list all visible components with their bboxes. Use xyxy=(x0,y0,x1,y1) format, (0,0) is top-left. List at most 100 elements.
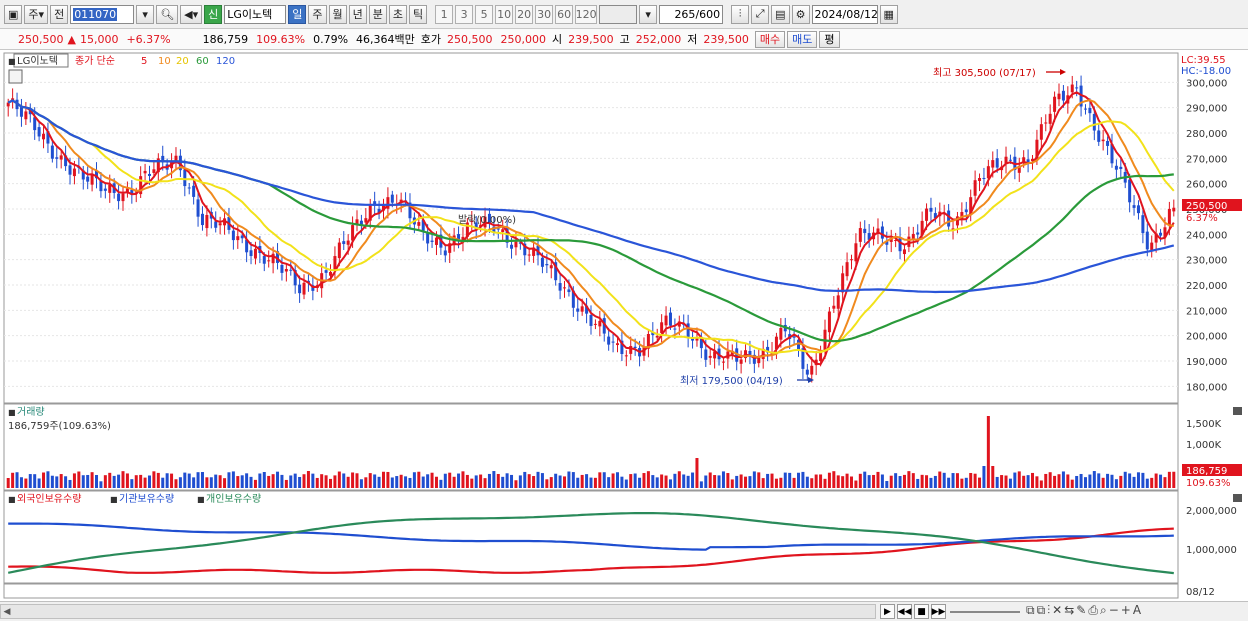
zoom-out-icon[interactable]: − xyxy=(1108,603,1119,617)
tab-monthly[interactable]: 월 xyxy=(328,4,347,24)
rewind-icon[interactable]: ◀◀ xyxy=(897,604,912,619)
volume-bar xyxy=(205,477,209,488)
count-field[interactable]: 265/600 xyxy=(659,4,724,24)
interval-30[interactable]: 30 xyxy=(535,4,554,24)
period-select[interactable]: 주 ▾ xyxy=(24,4,49,24)
interval-3[interactable]: 3 xyxy=(455,4,474,24)
save-icon[interactable]: ▤ xyxy=(771,4,790,24)
calendar-icon[interactable]: ▦ xyxy=(879,4,898,24)
candle-body xyxy=(629,346,633,354)
code-dropdown-icon[interactable]: ▾ xyxy=(136,4,155,24)
volume-bar xyxy=(64,476,68,488)
candle-body xyxy=(611,341,615,343)
volume-bar xyxy=(99,481,103,488)
volume-bar xyxy=(112,475,116,488)
interval-120[interactable]: 120 xyxy=(575,4,598,24)
candle-body xyxy=(103,188,107,191)
gear-icon[interactable]: ⚙ xyxy=(791,4,810,24)
volume-bar xyxy=(593,477,597,488)
scroll-left-icon[interactable]: ◀ xyxy=(3,606,11,617)
interval-10[interactable]: 10 xyxy=(495,4,514,24)
chart-canvas[interactable]: 300,000290,000280,000270,000260,000250,0… xyxy=(0,51,1248,601)
candle-body xyxy=(214,221,218,228)
volume-bar xyxy=(1044,473,1048,488)
volume-bar xyxy=(836,475,840,488)
tab-tick[interactable]: 틱 xyxy=(409,4,428,24)
candle-body xyxy=(368,204,372,221)
volume-bar xyxy=(938,471,942,488)
stock-code-input[interactable]: 011070 xyxy=(70,4,135,24)
volume-bar xyxy=(1092,471,1096,488)
interval-5[interactable]: 5 xyxy=(475,4,494,24)
volume-bar xyxy=(311,473,315,488)
volume-bar xyxy=(355,473,359,488)
zoom-slider[interactable] xyxy=(950,611,1020,613)
tab-yearly[interactable]: 년 xyxy=(348,4,367,24)
tab-weekly[interactable]: 주 xyxy=(308,4,327,24)
search-icon[interactable]: 🔍︎ xyxy=(156,4,179,24)
volume-bar xyxy=(253,479,257,488)
interval-dropdown-icon[interactable]: ▾ xyxy=(639,4,658,24)
copy-icon[interactable]: ⧉ xyxy=(1036,603,1046,617)
date-field[interactable]: 2024/08/12 xyxy=(811,4,878,24)
tab-second[interactable]: 초 xyxy=(388,4,408,24)
holding-bullet-3-icon: ■ xyxy=(197,495,205,504)
chart-icon[interactable]: ⫶ xyxy=(1047,603,1051,617)
candle-body xyxy=(867,233,871,240)
interval-custom-input[interactable] xyxy=(599,4,638,24)
volume-bar xyxy=(611,473,615,488)
interval-1[interactable]: 1 xyxy=(435,4,454,24)
volume-bar xyxy=(752,471,756,488)
volume-bar xyxy=(42,472,46,488)
volume-bar xyxy=(536,471,540,488)
new-badge[interactable]: 신 xyxy=(204,4,223,24)
sell-button[interactable]: 매도 xyxy=(787,30,818,48)
stop-icon[interactable]: ■ xyxy=(914,604,929,619)
count-total: /600 xyxy=(695,7,721,21)
holding-bullet-1-icon: ■ xyxy=(8,495,16,504)
candle-body xyxy=(276,251,280,263)
chart-type-icon[interactable]: ⫶ xyxy=(731,4,750,24)
interval-60[interactable]: 60 xyxy=(555,4,574,24)
forward-icon[interactable]: ▶▶ xyxy=(931,604,946,619)
layout-icon[interactable]: ▣ xyxy=(4,4,23,24)
candle-body xyxy=(253,248,257,259)
stock-name-field[interactable]: LG이노텍 xyxy=(224,4,287,24)
text-size-icon[interactable]: A xyxy=(1132,603,1142,617)
buy-button[interactable]: 매수 xyxy=(754,30,786,48)
sound-icon[interactable]: ◀▾ xyxy=(180,4,203,24)
holding-panel-close-icon[interactable] xyxy=(1233,494,1242,502)
draw-line-icon[interactable]: ⤢ xyxy=(751,4,770,24)
chart-scrollbar[interactable]: ◀ xyxy=(0,604,876,619)
candle-body xyxy=(540,257,544,267)
volume-bar xyxy=(240,475,244,488)
split-icon[interactable]: ⧉ xyxy=(1026,603,1035,617)
volume-panel-close-icon[interactable] xyxy=(1233,407,1242,415)
chart-area[interactable]: 300,000290,000280,000270,000260,000250,0… xyxy=(0,51,1248,601)
cross-icon[interactable]: ✕ xyxy=(1052,603,1063,617)
candle-body xyxy=(108,184,112,193)
vol-tick-1000k: 1,000K xyxy=(1186,440,1222,451)
candle-body xyxy=(916,232,920,235)
volume-bar xyxy=(876,471,880,488)
arrows-icon[interactable]: ⇆ xyxy=(1064,603,1075,617)
prev-button[interactable]: 전 xyxy=(50,4,69,24)
magnify-icon[interactable]: ⌕ xyxy=(1099,603,1107,617)
candle-body xyxy=(90,173,94,185)
volume-bar xyxy=(995,476,999,488)
candle-body xyxy=(532,247,536,256)
volume-bar xyxy=(801,471,805,488)
zoom-in-icon[interactable]: + xyxy=(1120,603,1131,617)
play-icon[interactable]: ▶ xyxy=(880,604,895,619)
print-icon[interactable]: ⎙ xyxy=(1088,603,1098,617)
candle-body xyxy=(1106,140,1110,146)
volume-bar xyxy=(108,472,112,488)
draw-icon[interactable]: ✎ xyxy=(1076,603,1087,617)
volume-bar xyxy=(527,474,531,488)
avg-button[interactable]: 평 xyxy=(819,30,840,48)
table-toggle-icon[interactable] xyxy=(8,69,23,84)
candle-body xyxy=(192,185,196,197)
tab-minute[interactable]: 분 xyxy=(368,4,387,24)
tab-daily[interactable]: 일 xyxy=(288,4,307,24)
interval-20[interactable]: 20 xyxy=(515,4,534,24)
